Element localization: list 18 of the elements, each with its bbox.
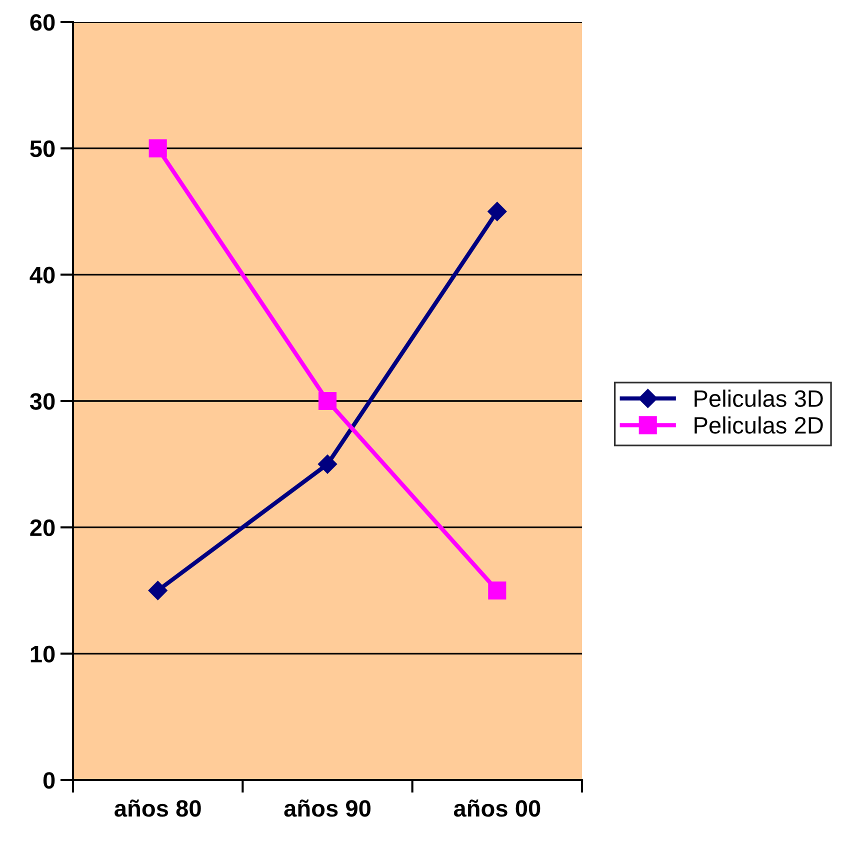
legend-label: Peliculas 2D: [694, 416, 823, 434]
y-tick-label: 10: [30, 646, 55, 662]
x-tick-label: años 00: [454, 800, 540, 817]
legend-label: Peliculas 3D: [694, 390, 823, 407]
point: [148, 139, 167, 158]
point: [318, 392, 337, 410]
y-tick-label: 20: [30, 519, 55, 536]
y-tick-label: 30: [30, 393, 55, 410]
point: [318, 454, 338, 474]
y-tick-label: 40: [30, 266, 55, 284]
x-tick-label: años 90: [284, 800, 370, 817]
y-tick-label: 60: [30, 14, 55, 31]
x-tick-label: años 80: [114, 800, 201, 817]
point: [148, 580, 168, 600]
point: [488, 202, 507, 222]
point: [488, 581, 506, 600]
y-tick-label: 50: [30, 140, 55, 158]
y-tick-label: 0: [43, 772, 55, 789]
